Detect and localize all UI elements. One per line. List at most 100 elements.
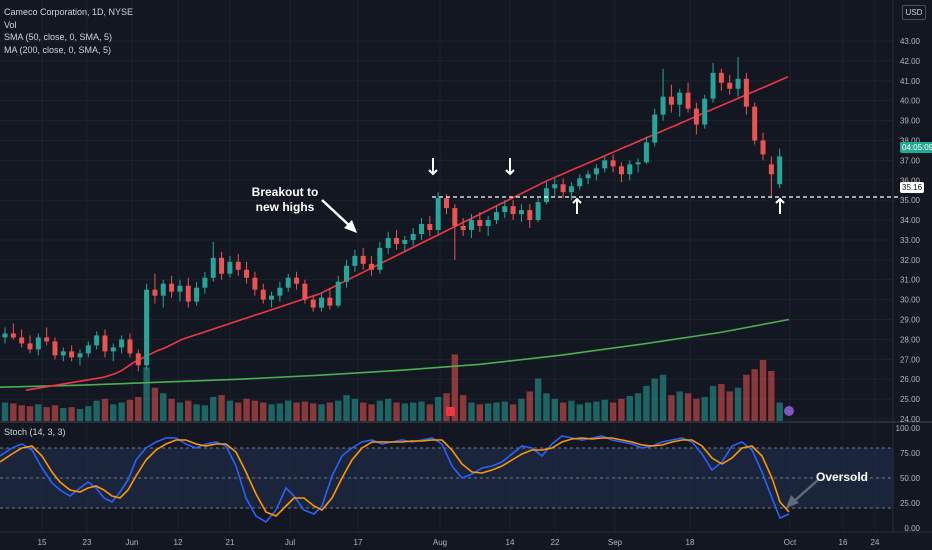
candle-body (468, 220, 474, 230)
volume-bar (101, 398, 109, 421)
volume-bar (285, 400, 292, 421)
candle (260, 283, 266, 304)
candle-body (310, 299, 316, 308)
candle-body (277, 287, 283, 296)
volume-bar (618, 398, 625, 421)
volume-bar (609, 402, 617, 421)
volume-bar (243, 398, 250, 421)
volume-bar (709, 385, 717, 421)
candle-body (668, 96, 674, 105)
candle (210, 241, 216, 282)
candle (194, 281, 200, 306)
candle-body (94, 335, 100, 346)
volume-bar (201, 405, 209, 421)
time-tick-label: 21 (226, 538, 235, 547)
candle (10, 323, 16, 340)
volume-bar (443, 393, 450, 421)
volume-bar (135, 396, 142, 421)
candle-body (560, 184, 566, 193)
support-level-tag: 35.16 (900, 182, 925, 193)
volume-bar (426, 404, 434, 421)
candle-body (35, 337, 41, 350)
candle-body (219, 257, 225, 274)
price-tick-label: 34.00 (900, 216, 921, 225)
candle (727, 74, 733, 95)
candle (152, 273, 158, 304)
candle (369, 255, 375, 276)
volume-bar (518, 398, 525, 421)
volume-bar (226, 400, 234, 421)
candle (202, 271, 208, 294)
volume-bar (185, 400, 192, 421)
candle (527, 204, 533, 229)
candle (119, 335, 125, 354)
volume-bar (343, 395, 350, 421)
candle (760, 132, 766, 161)
stochastic-label: Stoch (14, 3, 3) (4, 427, 66, 437)
arrow-head (775, 197, 785, 204)
candle-body (527, 210, 533, 221)
currency-button[interactable]: USD (902, 5, 926, 20)
volume-bar (168, 398, 175, 421)
volume-bar (484, 403, 492, 421)
candle-body (344, 265, 350, 282)
candle-body (260, 289, 266, 300)
volume-bar (35, 404, 42, 421)
candle (52, 337, 58, 360)
volume-bar (326, 402, 334, 421)
candle-body (152, 289, 158, 296)
volume-bar (726, 391, 733, 421)
volume-bar (118, 402, 125, 421)
candle-body (110, 347, 116, 352)
candle-body (552, 184, 558, 189)
candle-body (127, 339, 133, 354)
candle-body (227, 261, 233, 274)
candle (385, 231, 391, 254)
time-tick-label: Jul (285, 538, 295, 547)
candle-body (2, 333, 8, 338)
candle (60, 347, 66, 362)
volume-bar (10, 403, 17, 421)
candle-body (577, 178, 583, 187)
candle (627, 160, 633, 181)
candle-body (394, 237, 400, 244)
candle-body (319, 297, 325, 308)
volume-bar (659, 374, 667, 421)
volume-bar (126, 399, 134, 421)
candle-body (402, 239, 408, 244)
volume-bar (393, 402, 400, 421)
stoch-k-line (0, 435, 790, 524)
candle-body (443, 198, 449, 209)
volume-bar (418, 401, 425, 421)
candle-body (77, 353, 83, 358)
candle (460, 218, 466, 236)
legend-vol: Vol (4, 19, 17, 30)
price-tick-label: 25.00 (900, 395, 921, 404)
candle (352, 249, 358, 272)
volume-bar (151, 387, 159, 421)
volume-bar (210, 396, 217, 421)
volume-bar (734, 387, 742, 421)
candle-body (119, 339, 125, 348)
candle (277, 281, 283, 302)
price-tick-label: 40.00 (900, 97, 921, 106)
candle (602, 156, 608, 173)
volume-bar (260, 402, 267, 421)
candle (560, 178, 566, 199)
candle (160, 279, 166, 308)
time-tick-label: Aug (433, 538, 447, 547)
candle-body (60, 351, 66, 356)
candle-body (102, 335, 108, 352)
candle-body (510, 206, 516, 215)
candle-body (702, 98, 708, 125)
volume-bar (576, 404, 583, 421)
candle (327, 287, 333, 310)
candle (235, 253, 241, 276)
candle (468, 214, 474, 238)
candle (169, 275, 175, 298)
volume-bar (351, 398, 359, 421)
candle (102, 329, 108, 358)
arrow-shaft (321, 199, 353, 229)
candle-body (727, 82, 733, 89)
